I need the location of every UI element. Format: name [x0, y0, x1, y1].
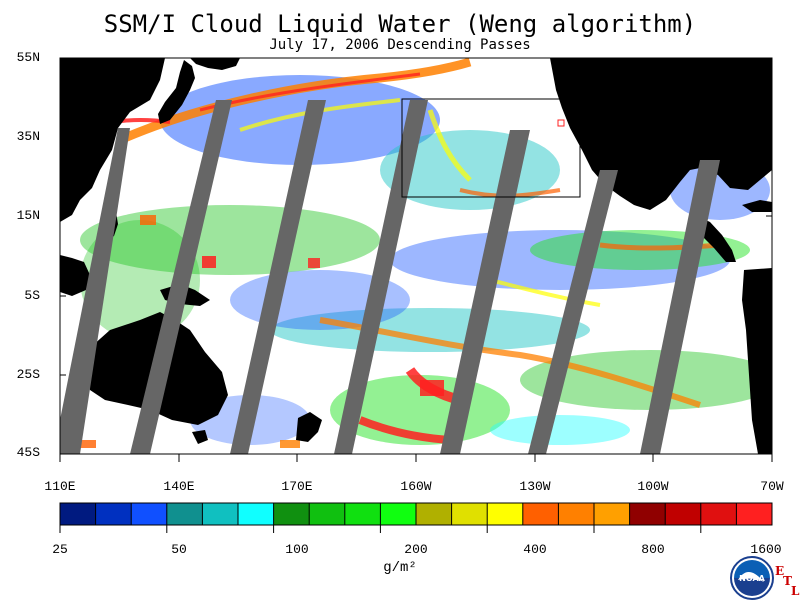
colorbar-swatch: [665, 503, 702, 525]
colorbar-swatch: [166, 503, 203, 525]
lat-label-55n: 55N: [16, 50, 40, 65]
lon-label-160w: 160W: [400, 479, 432, 494]
colorbar-swatch: [309, 503, 346, 525]
etl-letter-t: T: [783, 574, 792, 588]
lon-label-70w: 70W: [760, 479, 784, 494]
colorbar-swatch: [238, 503, 275, 525]
colorbar-swatch: [451, 503, 488, 525]
lon-label-100w: 100W: [637, 479, 669, 494]
colorbar-swatch: [344, 503, 381, 525]
etl-letter-l: L: [791, 584, 800, 598]
colorbar-swatch: [629, 503, 666, 525]
colorbar-swatch: [558, 503, 595, 525]
colorbar-label-800: 800: [641, 542, 665, 557]
colorbar-label-1600: 1600: [750, 542, 782, 557]
colorbar-swatch: [522, 503, 559, 525]
cloud-field: [60, 58, 772, 454]
lon-label-140e: 140E: [163, 479, 195, 494]
colorbar-swatch: [594, 503, 631, 525]
station-marker: [557, 119, 565, 127]
colorbar-swatch: [736, 503, 773, 525]
colorbar-swatch: [487, 503, 524, 525]
map-title: SSM/I Cloud Liquid Water (Weng algorithm…: [103, 10, 697, 38]
colorbar-swatch: [273, 503, 310, 525]
etl-letter-e: E: [775, 564, 785, 578]
colorbar-label-50: 50: [171, 542, 187, 557]
lon-label-110e: 110E: [44, 479, 76, 494]
lon-label-130w: 130W: [519, 479, 551, 494]
colorbar-swatch: [60, 503, 97, 525]
colorbar-label-400: 400: [523, 542, 547, 557]
colorbar-swatch: [131, 503, 168, 525]
colorbar: [59, 502, 773, 533]
colorbar-label-100: 100: [285, 542, 309, 557]
colorbar-swatch: [380, 503, 417, 525]
lon-label-170e: 170E: [281, 479, 313, 494]
lat-label-5s: 5S: [24, 288, 40, 303]
lat-label-25s: 25S: [16, 367, 40, 382]
region-box: [401, 98, 581, 198]
lat-ticks: [60, 57, 772, 455]
lat-label-45s: 45S: [16, 445, 40, 460]
lat-label-35n: 35N: [16, 129, 40, 144]
colorbar-swatch: [95, 503, 132, 525]
colorbar-label-25: 25: [52, 542, 68, 557]
map-subtitle: July 17, 2006 Descending Passes: [269, 37, 531, 53]
noaa-logo-text: NOAA: [739, 574, 765, 583]
colorbar-units: g/m²: [383, 560, 417, 576]
swath-gaps: [60, 100, 720, 454]
colorbar-swatch: [202, 503, 239, 525]
colorbar-swatch: [700, 503, 737, 525]
noaa-logo: NOAA: [730, 556, 774, 600]
colorbar-label-200: 200: [404, 542, 428, 557]
lon-ticks: [59, 454, 773, 462]
lat-label-15n: 15N: [16, 208, 40, 223]
colorbar-swatch: [416, 503, 453, 525]
